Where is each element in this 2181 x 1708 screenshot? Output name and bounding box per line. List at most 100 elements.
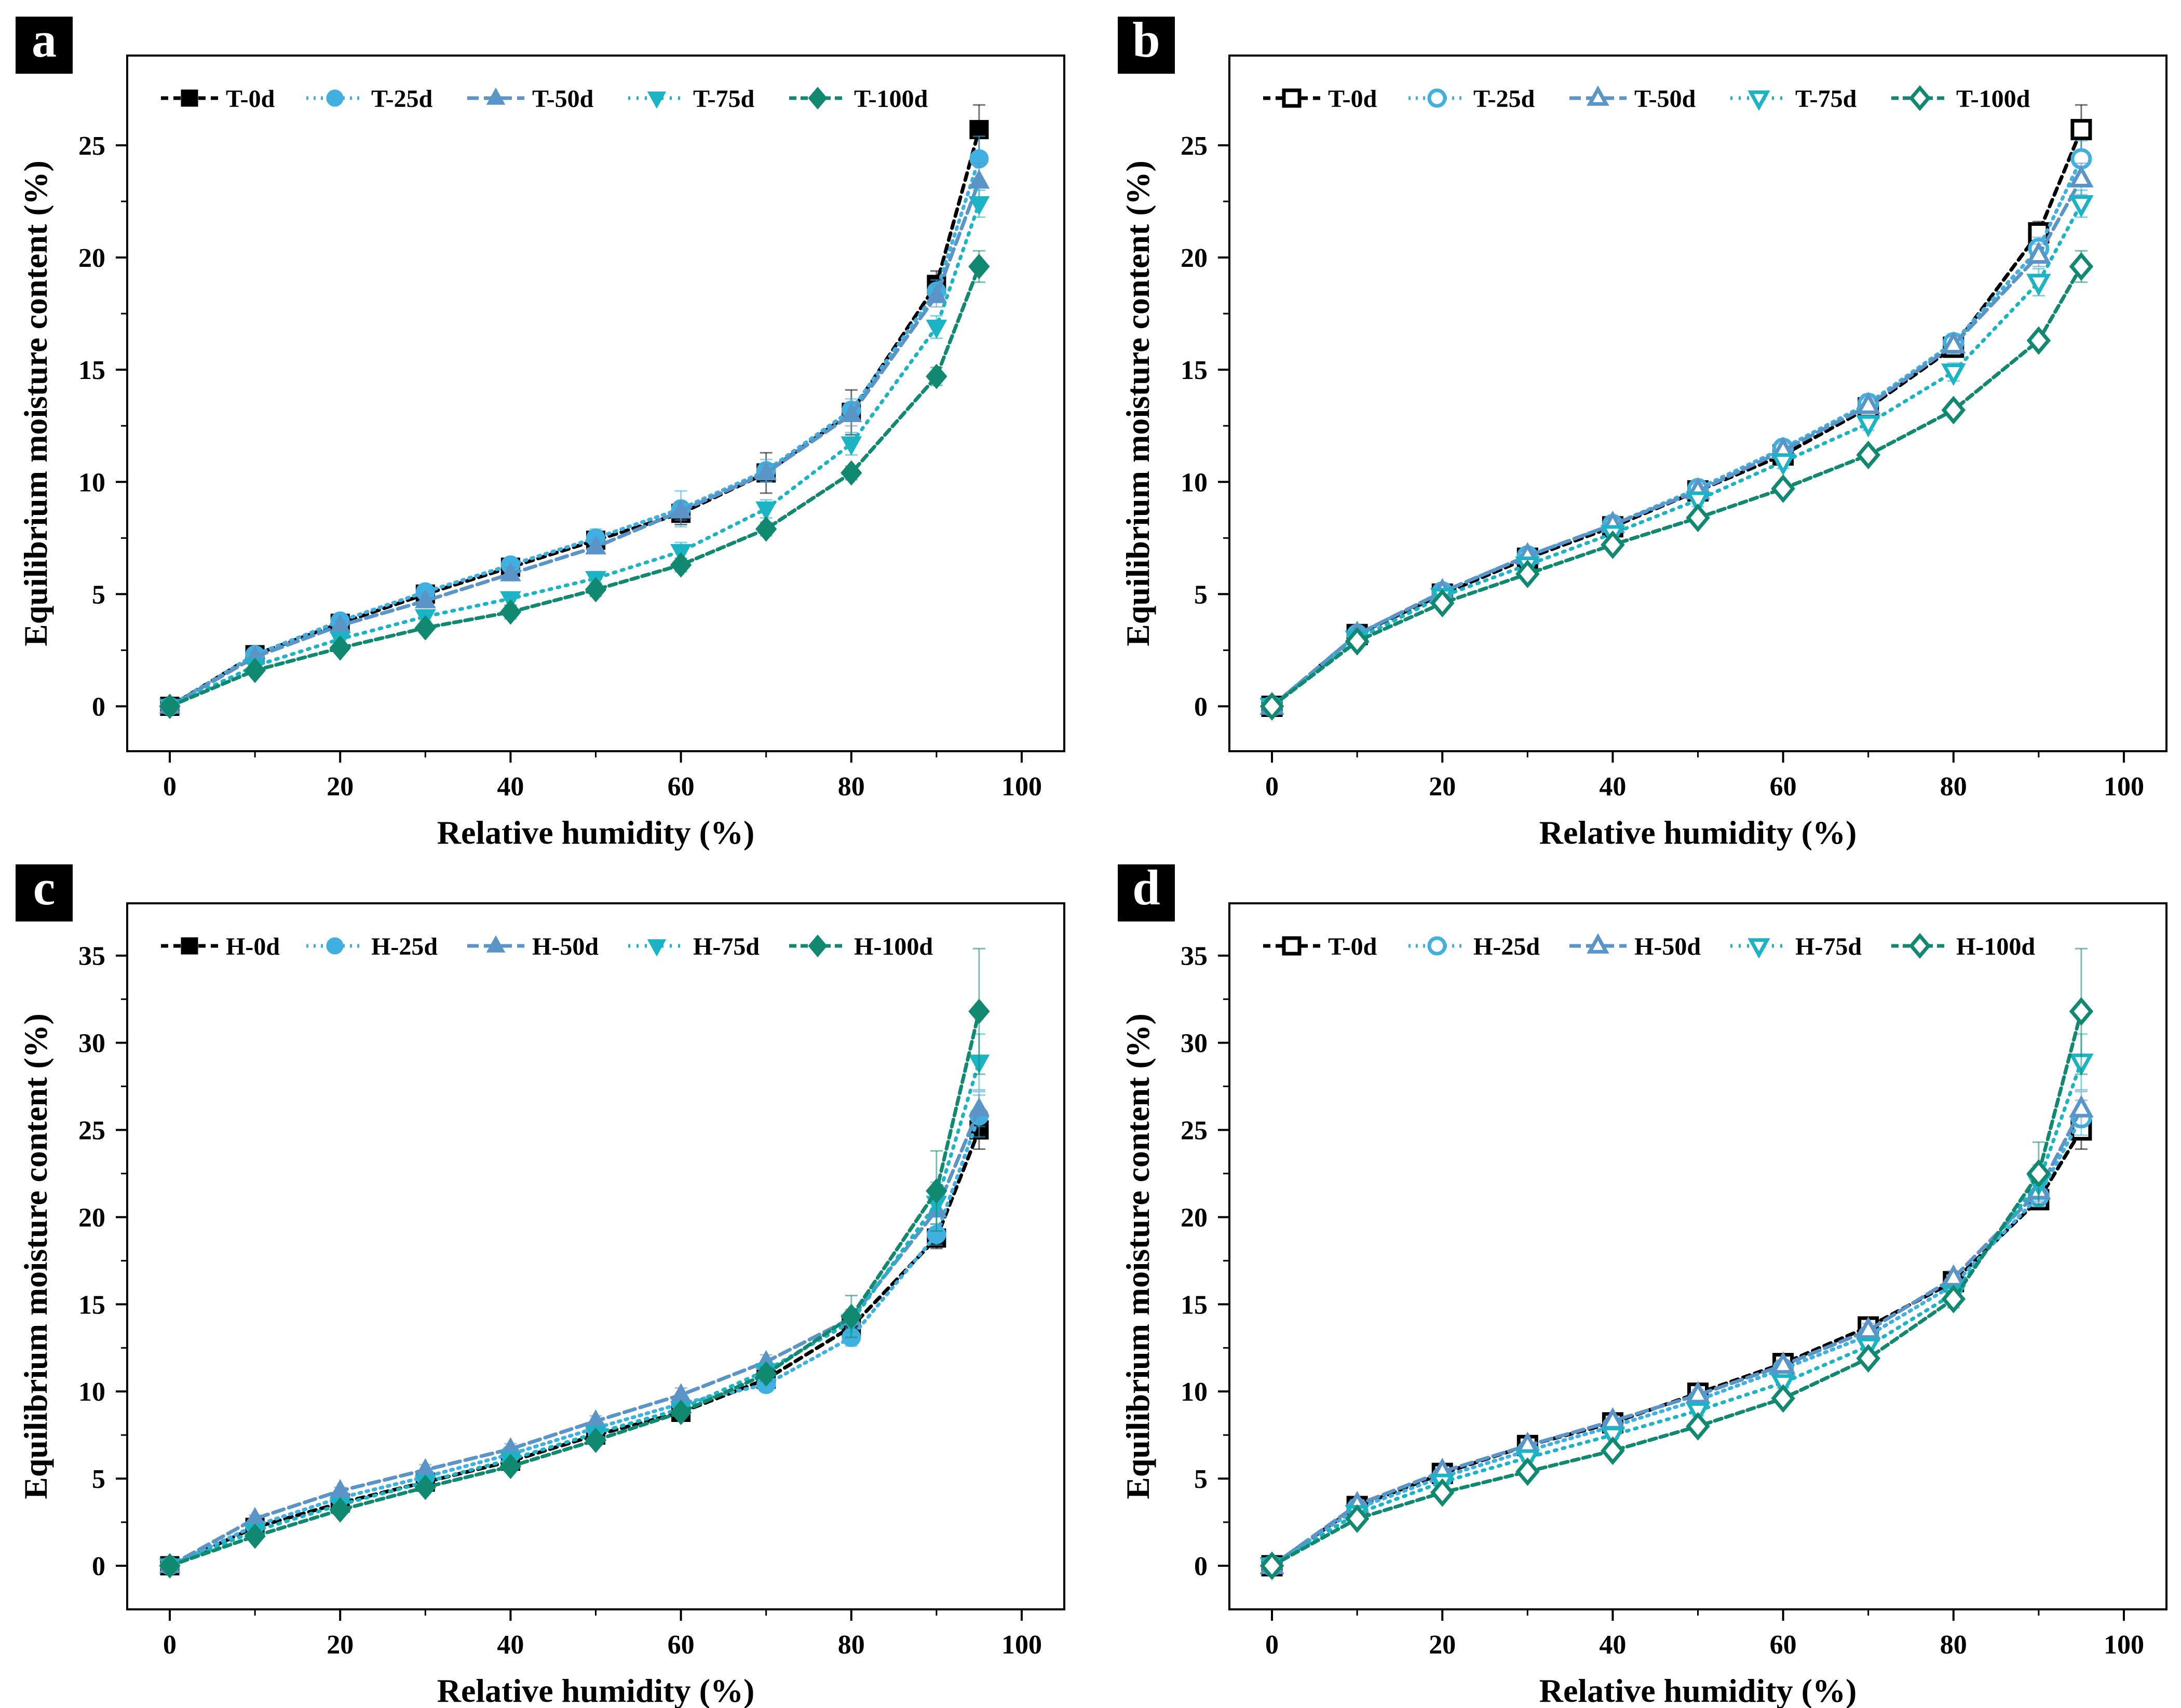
data-point xyxy=(1856,440,1880,469)
x-tick-label: 20 xyxy=(327,772,354,802)
panel-a: a 0 20 40 60 80 100 0 5 10 15 20 25 Relative humidity… xyxy=(16,12,1065,851)
series-H-25d xyxy=(160,1094,989,1576)
legend: T-0d T-25d T-50d T-75d T-100d xyxy=(161,85,928,113)
y-tick-label: 15 xyxy=(78,356,105,385)
panel-letter: c xyxy=(33,860,56,915)
data-point xyxy=(1430,1478,1455,1507)
legend-marker xyxy=(1587,933,1609,954)
data-point xyxy=(244,1523,266,1549)
data-point xyxy=(2026,1159,2051,1188)
legend-marker xyxy=(808,934,828,957)
series-T-75d xyxy=(1259,189,2094,721)
data-point xyxy=(926,319,947,339)
series-line xyxy=(1270,201,2083,709)
series-line xyxy=(168,1128,981,1568)
data-point xyxy=(755,461,777,481)
legend-label: H-25d xyxy=(1473,933,1540,960)
y-tick-label: 20 xyxy=(1181,243,1208,273)
data-point xyxy=(968,196,990,215)
data-point xyxy=(1855,415,1881,438)
legend-label: H-50d xyxy=(532,933,599,960)
data-point xyxy=(670,1400,692,1425)
y-tick-label: 35 xyxy=(1181,942,1208,971)
legend-marker xyxy=(1587,85,1609,106)
x-tick-label: 80 xyxy=(838,772,865,802)
y-axis-title: Equilibrium moisture content (%) xyxy=(17,1013,54,1499)
x-tick-label: 20 xyxy=(1429,1630,1456,1660)
series-line xyxy=(1270,264,2083,709)
x-tick-label: 100 xyxy=(1001,1630,1042,1660)
legend-label: T-50d xyxy=(532,85,594,113)
x-axis-title: Relative humidity (%) xyxy=(1539,1672,1857,1708)
data-point xyxy=(414,589,436,608)
series-T-50d xyxy=(1259,162,2094,715)
legend-marker xyxy=(181,89,198,107)
data-point xyxy=(1430,589,1455,618)
y-tick-label: 30 xyxy=(1181,1029,1208,1059)
legend-marker xyxy=(1282,88,1302,108)
series-line xyxy=(1270,1116,2083,1568)
legend-label: T-50d xyxy=(1634,85,1696,113)
y-tick-label: 5 xyxy=(1194,1465,1208,1494)
legend-marker xyxy=(1282,936,1302,956)
legend-label: H-75d xyxy=(693,933,760,960)
data-point xyxy=(841,1304,862,1330)
series-line xyxy=(168,128,981,709)
y-tick-label: 10 xyxy=(78,1377,105,1407)
x-tick-label: 100 xyxy=(2104,1630,2144,1660)
panel-letter: b xyxy=(1132,12,1160,67)
data-point xyxy=(585,535,606,554)
panel-letter-badge xyxy=(16,864,73,921)
x-tick-label: 80 xyxy=(1940,1630,1967,1660)
x-tick-label: 0 xyxy=(163,772,177,802)
legend-marker xyxy=(1747,90,1770,111)
x-tick-label: 40 xyxy=(1599,1630,1626,1660)
data-point xyxy=(585,577,607,603)
data-point xyxy=(2026,241,2051,264)
panel-letter: d xyxy=(1132,860,1160,915)
x-axis-title: Relative humidity (%) xyxy=(437,814,755,851)
data-point xyxy=(1601,530,1625,559)
plot-frame xyxy=(126,902,1065,1610)
panel-letter-badge xyxy=(16,17,73,74)
legend-label: T-0d xyxy=(1328,85,1377,113)
y-tick-label: 0 xyxy=(92,1552,105,1581)
y-axis-title: Equilibrium moisture content (%) xyxy=(1119,160,1156,646)
data-point xyxy=(499,599,522,625)
legend-marker xyxy=(1427,936,1447,956)
x-tick-label: 0 xyxy=(163,1630,177,1660)
legend-marker xyxy=(647,91,667,109)
data-point xyxy=(1856,1344,1880,1373)
panel-letter: a xyxy=(32,12,57,67)
series-line xyxy=(168,201,981,709)
data-point xyxy=(1941,1264,1966,1287)
series-line xyxy=(168,1060,981,1568)
data-point xyxy=(1941,363,1966,386)
x-tick-label: 100 xyxy=(2104,772,2144,802)
data-point xyxy=(1601,1436,1625,1465)
data-point xyxy=(1770,453,1796,476)
legend-marker xyxy=(486,935,506,953)
series-H-100d xyxy=(159,947,990,1579)
data-point xyxy=(500,562,521,581)
x-tick-label: 0 xyxy=(1265,1630,1279,1660)
data-point xyxy=(2070,119,2092,141)
legend-label: H-25d xyxy=(371,933,438,960)
y-tick-label: 5 xyxy=(1194,580,1208,609)
x-tick-label: 20 xyxy=(1429,772,1456,802)
x-tick-label: 60 xyxy=(668,1630,695,1660)
legend-marker xyxy=(326,89,344,107)
data-point xyxy=(1941,396,1966,425)
series-T-75d xyxy=(159,189,990,719)
legend-label: T-100d xyxy=(854,85,928,113)
data-point xyxy=(755,516,777,542)
data-point xyxy=(841,402,862,422)
legend: H-0d H-25d H-50d H-75d H-100d xyxy=(161,933,933,960)
data-point xyxy=(2026,326,2051,355)
data-point xyxy=(1771,1384,1795,1413)
data-point xyxy=(926,363,947,389)
panel-b: b 0 20 40 60 80 100 0 5 10 15 20 25 Relative humidity… xyxy=(1118,12,2168,851)
series-line xyxy=(1270,1009,2083,1568)
legend-label: T-75d xyxy=(1795,85,1857,113)
data-point xyxy=(1771,474,1795,503)
